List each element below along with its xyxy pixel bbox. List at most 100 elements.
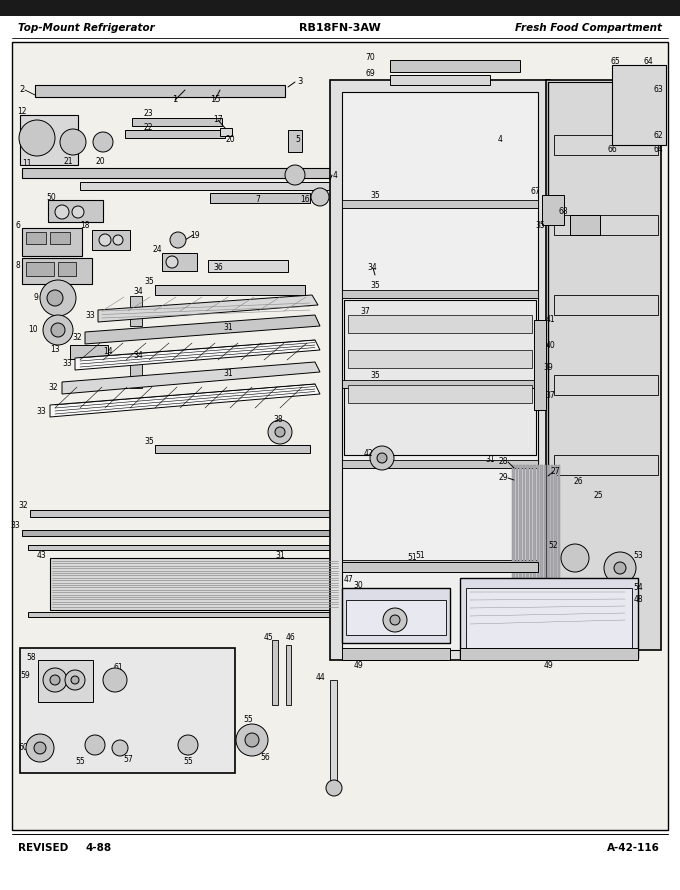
Polygon shape <box>50 384 320 417</box>
Circle shape <box>99 234 111 246</box>
Text: 15: 15 <box>209 95 220 104</box>
Bar <box>342 588 450 643</box>
Circle shape <box>26 734 54 762</box>
Circle shape <box>620 75 640 95</box>
Text: 30: 30 <box>353 580 363 589</box>
Bar <box>35 85 285 97</box>
Text: 45: 45 <box>263 633 273 642</box>
Bar <box>210 193 310 203</box>
Text: 4: 4 <box>333 171 337 180</box>
Bar <box>20 648 235 773</box>
Circle shape <box>383 608 407 632</box>
Text: 11: 11 <box>22 158 31 167</box>
Text: 35: 35 <box>370 281 380 290</box>
Text: 37: 37 <box>360 308 370 317</box>
Bar <box>554 465 556 585</box>
Text: RB18FN-3AW: RB18FN-3AW <box>299 23 381 33</box>
Text: 46: 46 <box>285 633 295 642</box>
Circle shape <box>19 120 55 156</box>
Text: 69: 69 <box>365 69 375 78</box>
Text: 29: 29 <box>498 473 508 482</box>
Bar <box>30 510 330 517</box>
Text: 66: 66 <box>607 145 617 155</box>
Text: 32: 32 <box>72 334 82 343</box>
Circle shape <box>166 256 178 268</box>
Bar <box>162 253 197 271</box>
Circle shape <box>275 427 285 437</box>
Bar <box>130 358 142 388</box>
Bar <box>554 295 658 315</box>
Circle shape <box>390 615 400 625</box>
Circle shape <box>47 290 63 306</box>
Text: 10: 10 <box>29 326 38 335</box>
Circle shape <box>85 735 105 755</box>
Circle shape <box>326 780 342 796</box>
Text: 56: 56 <box>260 754 270 763</box>
Text: 33: 33 <box>63 360 72 368</box>
Text: 8: 8 <box>15 261 20 270</box>
Bar <box>551 465 553 585</box>
Circle shape <box>245 733 259 747</box>
Text: 19: 19 <box>190 231 200 239</box>
Bar <box>348 315 532 333</box>
Bar <box>460 648 638 660</box>
Text: 33: 33 <box>85 311 95 320</box>
Circle shape <box>60 129 86 155</box>
Bar <box>534 320 546 410</box>
Text: 20: 20 <box>95 158 105 166</box>
Text: 42: 42 <box>363 449 373 457</box>
Text: 70: 70 <box>365 53 375 62</box>
Polygon shape <box>62 362 320 394</box>
Text: 18: 18 <box>80 222 90 231</box>
Text: 44: 44 <box>315 673 325 682</box>
Text: 51: 51 <box>407 554 417 562</box>
Text: A-42-116: A-42-116 <box>607 843 660 853</box>
Circle shape <box>178 735 198 755</box>
Text: Fresh Food Compartment: Fresh Food Compartment <box>515 23 662 33</box>
Text: 60: 60 <box>18 743 28 753</box>
Text: 41: 41 <box>545 315 555 325</box>
Bar <box>346 600 446 635</box>
Text: 23: 23 <box>143 109 153 117</box>
Bar <box>342 380 538 388</box>
Bar <box>50 558 340 610</box>
Text: 35: 35 <box>370 191 380 200</box>
Text: 25: 25 <box>593 490 602 499</box>
Bar <box>554 455 658 475</box>
Text: 40: 40 <box>545 341 555 350</box>
Text: 1: 1 <box>172 95 177 104</box>
Text: 64: 64 <box>653 145 663 155</box>
Bar <box>12 42 668 830</box>
Bar <box>220 128 232 136</box>
Text: 35: 35 <box>144 277 154 286</box>
Bar <box>330 680 337 790</box>
Text: 5: 5 <box>296 135 301 144</box>
Text: 57: 57 <box>123 756 133 765</box>
Circle shape <box>561 544 589 572</box>
Text: 34: 34 <box>133 287 143 296</box>
Bar <box>0 0 680 16</box>
Bar <box>460 578 638 658</box>
Circle shape <box>51 323 65 337</box>
Text: 37: 37 <box>545 391 555 400</box>
Bar <box>348 350 532 368</box>
Circle shape <box>72 206 84 218</box>
Text: 34: 34 <box>367 263 377 272</box>
Bar <box>608 588 620 606</box>
Text: 32: 32 <box>48 384 58 392</box>
Text: 51: 51 <box>415 551 425 560</box>
Bar <box>22 530 332 536</box>
Bar <box>558 465 560 585</box>
Circle shape <box>55 205 69 219</box>
Text: 17: 17 <box>214 116 223 125</box>
Text: 13: 13 <box>50 345 60 354</box>
Bar <box>537 465 539 585</box>
Circle shape <box>103 668 127 692</box>
Text: 65: 65 <box>610 58 620 67</box>
Bar <box>92 230 130 250</box>
Circle shape <box>112 740 128 756</box>
Text: 35: 35 <box>370 371 380 381</box>
Text: 4-88: 4-88 <box>85 843 111 853</box>
Bar <box>543 465 546 585</box>
Circle shape <box>638 75 658 95</box>
